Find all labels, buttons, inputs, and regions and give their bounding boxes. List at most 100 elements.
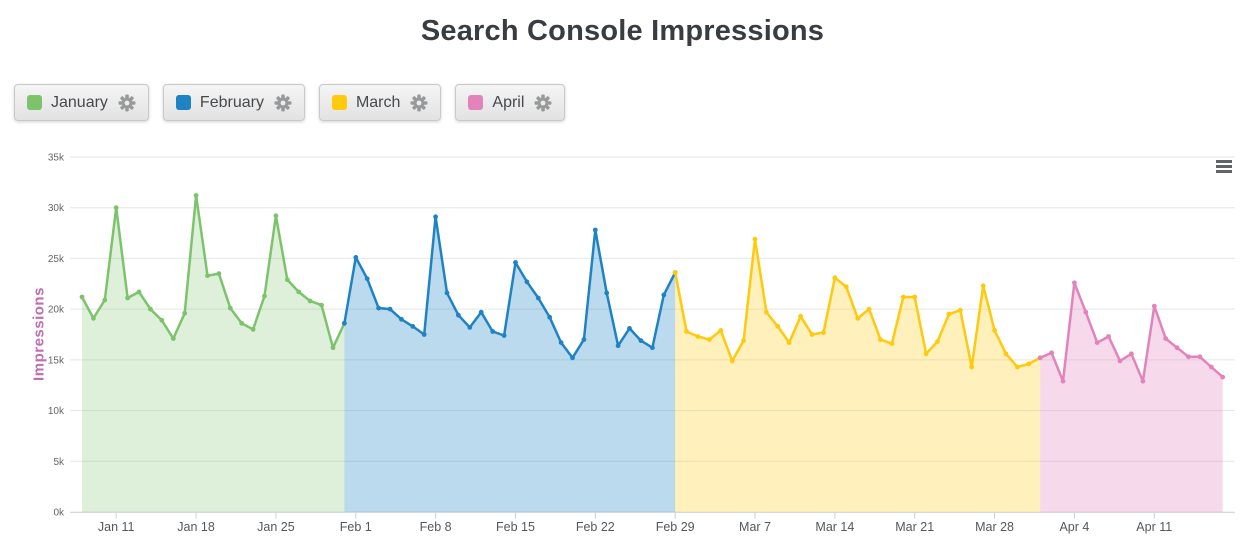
data-point-marker[interactable] xyxy=(935,339,940,344)
data-point-marker[interactable] xyxy=(604,290,610,296)
data-point-marker[interactable] xyxy=(764,309,769,315)
data-point-marker[interactable] xyxy=(91,315,96,321)
gear-icon[interactable] xyxy=(410,94,428,112)
data-point-marker[interactable] xyxy=(1117,358,1123,364)
data-point-marker[interactable] xyxy=(125,295,130,301)
data-point-marker[interactable] xyxy=(433,214,438,220)
data-point-marker[interactable] xyxy=(364,276,370,282)
data-point-marker[interactable] xyxy=(444,290,450,296)
data-point-marker[interactable] xyxy=(284,277,290,283)
data-point-marker[interactable] xyxy=(695,334,701,339)
data-point-marker[interactable] xyxy=(170,336,176,341)
data-point-marker[interactable] xyxy=(957,307,963,313)
gear-icon[interactable] xyxy=(534,94,552,112)
data-point-marker[interactable] xyxy=(661,292,667,298)
data-point-marker[interactable] xyxy=(855,315,861,321)
data-point-marker[interactable] xyxy=(102,297,108,303)
data-point-marker[interactable] xyxy=(501,333,507,338)
data-point-marker[interactable] xyxy=(1003,351,1009,357)
legend-button-april[interactable]: April xyxy=(455,84,566,121)
data-point-marker[interactable] xyxy=(513,260,518,265)
data-point-marker[interactable] xyxy=(399,316,404,322)
data-point-marker[interactable] xyxy=(1197,354,1203,360)
data-point-marker[interactable] xyxy=(946,311,952,317)
data-point-marker[interactable] xyxy=(570,355,575,361)
chart-context-menu-button[interactable] xyxy=(1212,155,1236,177)
data-point-marker[interactable] xyxy=(581,337,587,342)
data-point-marker[interactable] xyxy=(216,271,222,276)
data-point-marker[interactable] xyxy=(878,337,883,342)
data-point-marker[interactable] xyxy=(809,332,815,337)
data-point-marker[interactable] xyxy=(729,358,735,364)
data-point-marker[interactable] xyxy=(1094,340,1100,345)
data-point-marker[interactable] xyxy=(1129,351,1134,357)
data-point-marker[interactable] xyxy=(718,328,724,333)
data-point-marker[interactable] xyxy=(79,294,85,300)
data-point-marker[interactable] xyxy=(923,351,929,357)
data-point-marker[interactable] xyxy=(273,213,279,219)
data-point-marker[interactable] xyxy=(1208,364,1214,370)
data-point-marker[interactable] xyxy=(832,275,838,281)
data-point-marker[interactable] xyxy=(1026,361,1032,367)
data-point-marker[interactable] xyxy=(136,289,142,295)
data-point-marker[interactable] xyxy=(193,193,199,198)
data-point-marker[interactable] xyxy=(1037,355,1043,361)
data-point-marker[interactable] xyxy=(650,345,655,351)
data-point-marker[interactable] xyxy=(376,305,381,311)
data-point-marker[interactable] xyxy=(262,293,267,299)
data-point-marker[interactable] xyxy=(1049,350,1054,356)
data-point-marker[interactable] xyxy=(1163,336,1169,341)
data-point-marker[interactable] xyxy=(684,329,689,334)
data-point-marker[interactable] xyxy=(239,320,245,326)
data-point-marker[interactable] xyxy=(159,317,165,323)
legend-button-january[interactable]: January xyxy=(14,84,149,121)
data-point-marker[interactable] xyxy=(558,340,564,345)
data-point-marker[interactable] xyxy=(615,343,621,349)
data-point-marker[interactable] xyxy=(1106,334,1111,339)
data-point-marker[interactable] xyxy=(980,283,986,289)
data-point-marker[interactable] xyxy=(387,306,393,312)
data-point-marker[interactable] xyxy=(786,340,792,345)
data-point-marker[interactable] xyxy=(627,326,632,331)
data-point-marker[interactable] xyxy=(524,279,530,285)
data-point-marker[interactable] xyxy=(307,298,313,304)
data-point-marker[interactable] xyxy=(707,337,712,342)
data-point-marker[interactable] xyxy=(467,325,473,330)
data-point-marker[interactable] xyxy=(1186,354,1191,360)
gear-icon[interactable] xyxy=(274,94,292,112)
data-point-marker[interactable] xyxy=(535,295,541,301)
data-point-marker[interactable] xyxy=(421,332,427,337)
legend-button-march[interactable]: March xyxy=(318,84,442,121)
data-point-marker[interactable] xyxy=(148,306,153,312)
data-point-marker[interactable] xyxy=(912,294,918,300)
data-point-marker[interactable] xyxy=(900,294,906,300)
data-point-marker[interactable] xyxy=(490,329,496,334)
data-point-marker[interactable] xyxy=(478,309,484,315)
data-point-marker[interactable] xyxy=(798,313,803,319)
data-point-marker[interactable] xyxy=(182,310,188,316)
data-point-marker[interactable] xyxy=(1072,280,1077,286)
legend-button-february[interactable]: February xyxy=(162,84,305,121)
data-point-marker[interactable] xyxy=(592,227,598,233)
data-point-marker[interactable] xyxy=(821,330,826,335)
data-point-marker[interactable] xyxy=(1151,303,1157,309)
data-point-marker[interactable] xyxy=(1140,378,1146,384)
data-point-marker[interactable] xyxy=(843,284,849,290)
data-point-marker[interactable] xyxy=(205,273,210,279)
data-point-marker[interactable] xyxy=(113,205,119,211)
data-point-marker[interactable] xyxy=(410,324,416,329)
data-point-marker[interactable] xyxy=(353,255,359,260)
data-point-marker[interactable] xyxy=(992,328,997,333)
data-point-marker[interactable] xyxy=(1060,378,1066,384)
data-point-marker[interactable] xyxy=(319,302,324,308)
data-point-marker[interactable] xyxy=(342,320,347,326)
data-point-marker[interactable] xyxy=(1083,309,1089,315)
data-point-marker[interactable] xyxy=(296,289,302,295)
data-point-marker[interactable] xyxy=(456,312,461,318)
data-point-marker[interactable] xyxy=(227,305,233,311)
data-point-marker[interactable] xyxy=(638,338,644,343)
data-point-marker[interactable] xyxy=(1015,364,1020,370)
data-point-marker[interactable] xyxy=(866,306,872,312)
gear-icon[interactable] xyxy=(118,94,136,112)
data-point-marker[interactable] xyxy=(1174,345,1180,351)
